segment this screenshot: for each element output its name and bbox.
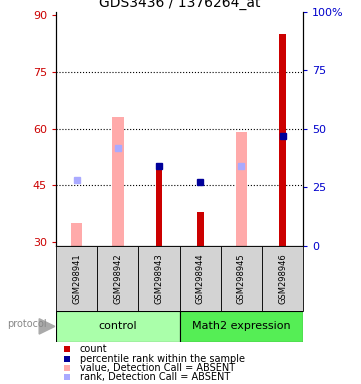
- Bar: [156, 163, 162, 246]
- Bar: [262, 246, 303, 311]
- Text: GSM298944: GSM298944: [196, 253, 205, 304]
- Text: percentile rank within the sample: percentile rank within the sample: [80, 354, 245, 364]
- Bar: [138, 246, 180, 311]
- Bar: [180, 246, 221, 311]
- Polygon shape: [39, 319, 55, 334]
- Text: GSM298942: GSM298942: [113, 253, 122, 304]
- Text: GSM298943: GSM298943: [155, 253, 164, 304]
- Bar: [236, 132, 247, 246]
- Text: count: count: [80, 344, 108, 354]
- Bar: [112, 117, 123, 246]
- Text: Math2 expression: Math2 expression: [192, 321, 291, 331]
- Title: GDS3436 / 1376264_at: GDS3436 / 1376264_at: [99, 0, 260, 10]
- Text: GSM298946: GSM298946: [278, 253, 287, 304]
- Text: protocol: protocol: [7, 319, 47, 329]
- Bar: [56, 311, 180, 342]
- Text: GSM298945: GSM298945: [237, 253, 246, 304]
- Text: control: control: [99, 321, 137, 331]
- Bar: [279, 34, 286, 246]
- Bar: [56, 246, 97, 311]
- Bar: [221, 246, 262, 311]
- Text: GSM298941: GSM298941: [72, 253, 81, 304]
- Bar: [180, 311, 303, 342]
- Bar: [197, 212, 204, 246]
- Bar: [71, 223, 82, 246]
- Bar: [97, 246, 138, 311]
- Text: rank, Detection Call = ABSENT: rank, Detection Call = ABSENT: [80, 372, 230, 382]
- Text: value, Detection Call = ABSENT: value, Detection Call = ABSENT: [80, 363, 235, 373]
